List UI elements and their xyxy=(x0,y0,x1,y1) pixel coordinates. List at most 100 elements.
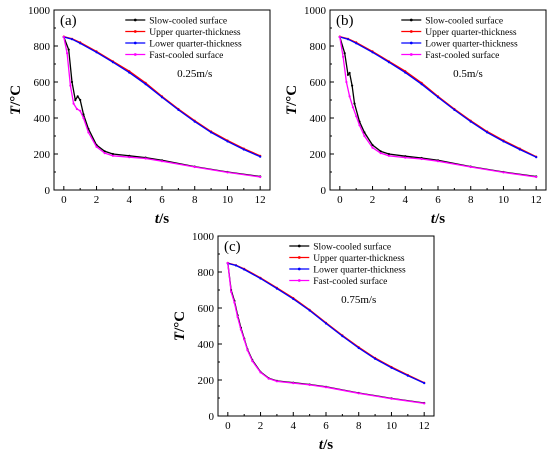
data-point xyxy=(259,155,262,158)
data-point xyxy=(82,113,85,116)
data-point xyxy=(346,38,350,41)
data-point xyxy=(62,35,65,39)
x-tick-label: 12 xyxy=(255,194,266,206)
data-point xyxy=(75,107,78,111)
series-line-3 xyxy=(227,262,425,384)
legend-item: Lower quarter-thickness xyxy=(289,266,406,276)
data-point xyxy=(144,83,147,86)
y-axis-title: T/°C xyxy=(8,85,24,115)
x-tick-label: 10 xyxy=(386,420,398,432)
data-point xyxy=(67,48,70,51)
data-point xyxy=(357,346,360,350)
y-tick-label: 400 xyxy=(310,113,327,125)
data-point xyxy=(341,335,344,338)
y-tick-label: 0 xyxy=(209,411,215,423)
data-point xyxy=(436,160,440,163)
data-point xyxy=(87,131,90,134)
legend-label: Lower quarter-thickness xyxy=(149,40,242,50)
x-axis-title: t/s xyxy=(319,437,333,452)
data-point xyxy=(236,315,239,319)
data-point xyxy=(453,108,456,111)
legend-label: Slow-cooled surface xyxy=(149,16,227,27)
data-point xyxy=(406,374,409,377)
data-point xyxy=(436,96,440,99)
data-point xyxy=(103,152,106,155)
data-point xyxy=(246,349,249,352)
data-point xyxy=(66,52,69,55)
data-point xyxy=(292,297,295,301)
x-tick-label: 6 xyxy=(323,420,329,432)
x-tick-label: 12 xyxy=(419,420,430,432)
data-point xyxy=(226,261,229,265)
data-point xyxy=(371,146,374,149)
data-point xyxy=(111,61,114,64)
data-point xyxy=(420,157,423,161)
y-tick-label: 200 xyxy=(34,149,51,161)
data-point xyxy=(144,157,147,160)
data-point xyxy=(242,148,245,151)
legend-marker xyxy=(297,256,301,259)
legend-marker xyxy=(297,244,301,248)
data-point xyxy=(226,140,229,143)
legend-marker xyxy=(133,30,137,33)
data-point xyxy=(111,152,114,156)
x-axis-title: t/s xyxy=(431,211,445,227)
data-point xyxy=(423,382,426,385)
data-point xyxy=(348,95,351,98)
data-point xyxy=(259,175,262,179)
data-point xyxy=(103,150,106,153)
y-tick-label: 800 xyxy=(34,41,51,53)
panel-label: (c) xyxy=(224,239,241,255)
data-point xyxy=(518,148,521,151)
data-point xyxy=(234,264,238,267)
panel-label: (b) xyxy=(336,13,354,29)
legend-label: Fast-cooled surface xyxy=(313,276,387,287)
legend-label: Slow-cooled surface xyxy=(313,242,391,253)
data-point xyxy=(79,98,82,102)
data-point xyxy=(390,397,393,400)
series-line-2 xyxy=(339,35,537,158)
y-axis-title: T/°C xyxy=(172,311,188,341)
legend-label: Lower quarter-thickness xyxy=(313,266,406,276)
speed-annotation: 0.5m/s xyxy=(453,68,483,80)
data-point xyxy=(338,35,341,39)
data-point xyxy=(324,322,328,325)
data-point xyxy=(342,55,345,58)
legend-marker xyxy=(133,18,137,22)
data-point xyxy=(251,360,254,363)
data-point xyxy=(74,98,77,102)
series-line-3 xyxy=(339,36,537,158)
y-tick-label: 0 xyxy=(321,185,327,197)
x-tick-label: 4 xyxy=(291,420,297,432)
legend-marker xyxy=(297,279,301,282)
data-point xyxy=(486,131,489,134)
data-point xyxy=(275,380,278,383)
data-point xyxy=(379,152,382,155)
data-point xyxy=(371,51,374,54)
data-point xyxy=(292,382,295,385)
legend-label: Upper quarter-thickness xyxy=(313,254,405,264)
data-point xyxy=(308,383,311,386)
y-tick-label: 400 xyxy=(198,339,215,351)
data-point xyxy=(355,42,358,45)
legend-item: Slow-cooled surface xyxy=(401,16,503,27)
speed-annotation: 0.75m/s xyxy=(341,294,376,306)
legend-marker xyxy=(133,53,137,56)
data-point xyxy=(387,61,390,64)
data-point xyxy=(193,120,196,123)
data-point xyxy=(420,83,423,86)
x-tick-label: 10 xyxy=(498,194,510,206)
data-point xyxy=(160,160,164,163)
data-point xyxy=(355,115,358,118)
legend-item: Upper quarter-thickness xyxy=(401,28,517,38)
data-point xyxy=(387,152,390,156)
series-line-3 xyxy=(63,36,261,158)
data-point xyxy=(469,165,472,169)
legend-label: Fast-cooled surface xyxy=(425,50,499,61)
data-point xyxy=(502,140,505,143)
data-point xyxy=(210,131,213,134)
data-point xyxy=(390,366,393,369)
data-point xyxy=(95,51,98,54)
data-point xyxy=(160,96,164,99)
